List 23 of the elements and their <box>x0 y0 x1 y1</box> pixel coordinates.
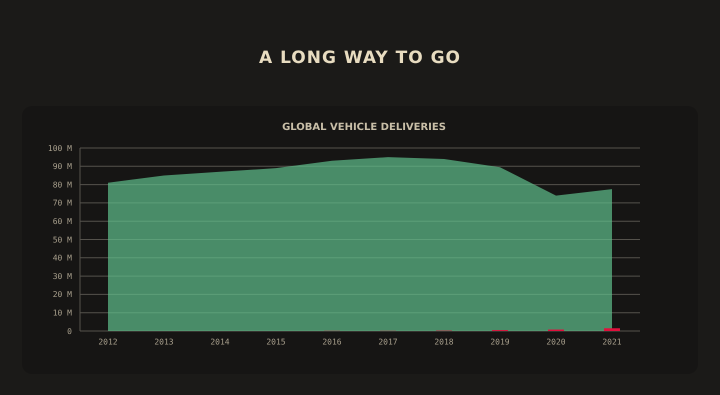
y-tick-label: 60 M <box>52 217 72 226</box>
y-tick-label: 50 M <box>52 235 72 244</box>
x-tick-label: 2017 <box>378 338 398 347</box>
y-tick-label: 90 M <box>52 162 72 172</box>
x-tick-label: 2021 <box>602 338 622 347</box>
y-tick-label: 100 M <box>48 144 72 153</box>
x-tick-label: 2019 <box>490 338 510 347</box>
x-tick-label: 2013 <box>154 338 174 347</box>
x-tick-label: 2012 <box>98 338 118 347</box>
y-tick-label: 80 M <box>52 180 72 190</box>
y-tick-label: 20 M <box>52 290 72 300</box>
y-tick-label: 70 M <box>52 198 72 208</box>
y-tick-label: 30 M <box>52 272 72 281</box>
x-tick-label: 2015 <box>266 338 286 347</box>
y-tick-label: 10 M <box>52 308 72 318</box>
x-tick-label: 2016 <box>322 338 342 347</box>
x-tick-label: 2014 <box>210 338 230 347</box>
x-tick-label: 2020 <box>546 338 566 347</box>
y-tick-label: 40 M <box>52 254 72 263</box>
chart-title: A LONG WAY TO GO <box>258 48 462 68</box>
chart-subtitle: GLOBAL VEHICLE DELIVERIES <box>281 122 447 133</box>
y-tick-label: 0 <box>67 326 72 336</box>
x-tick-label: 2018 <box>434 338 454 347</box>
